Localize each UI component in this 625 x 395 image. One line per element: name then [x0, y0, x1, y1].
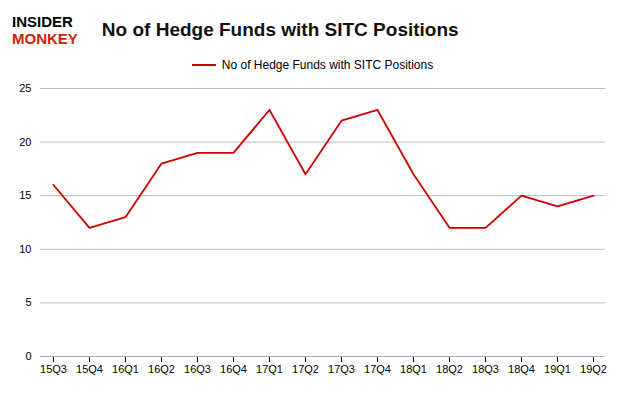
svg-text:5: 5 [25, 296, 31, 308]
svg-text:15Q3: 15Q3 [40, 363, 67, 375]
svg-text:17Q4: 17Q4 [364, 363, 391, 375]
svg-text:17Q3: 17Q3 [328, 363, 355, 375]
svg-text:10: 10 [19, 243, 31, 255]
svg-text:17Q2: 17Q2 [292, 363, 319, 375]
svg-text:15: 15 [19, 189, 31, 201]
svg-text:18Q4: 18Q4 [508, 363, 535, 375]
html-text:INSIDER: INSIDER [12, 13, 73, 30]
html-text:MONKEY: MONKEY [12, 30, 78, 47]
svg-text:16Q4: 16Q4 [220, 363, 247, 375]
svg-text:15Q4: 15Q4 [76, 363, 103, 375]
svg-text:18Q3: 18Q3 [472, 363, 499, 375]
html-text:No of Hedge Funds with SITC Po: No of Hedge Funds with SITC Positions [221, 58, 434, 72]
svg-text:20: 20 [19, 136, 31, 148]
svg-text:19Q2: 19Q2 [580, 363, 607, 375]
svg-text:18Q1: 18Q1 [400, 363, 427, 375]
svg-text:18Q2: 18Q2 [436, 363, 463, 375]
svg-text:16Q1: 16Q1 [112, 363, 139, 375]
svg-text:16Q3: 16Q3 [184, 363, 211, 375]
svg-text:19Q1: 19Q1 [544, 363, 571, 375]
svg-text:0: 0 [25, 350, 31, 362]
svg-text:16Q2: 16Q2 [148, 363, 175, 375]
html-text:No of Hedge Funds with SITC Po: No of Hedge Funds with SITC Positions [101, 19, 459, 40]
svg-text:25: 25 [19, 82, 31, 94]
svg-text:17Q1: 17Q1 [256, 363, 283, 375]
